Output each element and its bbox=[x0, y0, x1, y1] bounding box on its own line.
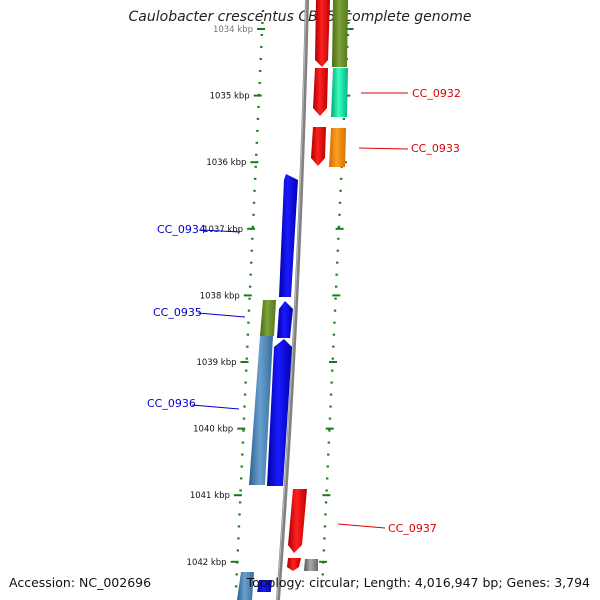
gene-cc0935-blue[interactable] bbox=[277, 301, 293, 338]
backbone-highlight bbox=[276, 0, 307, 600]
tick-label: 1039 kbp bbox=[196, 358, 236, 368]
gene-white-bottom bbox=[255, 592, 272, 600]
label-cc0932[interactable]: CC_0932 bbox=[412, 87, 461, 100]
label-cc0933[interactable]: CC_0933 bbox=[411, 142, 460, 155]
label-cc0935[interactable]: CC_0935 bbox=[153, 306, 202, 319]
forward-genes[interactable] bbox=[287, 0, 348, 571]
connector-cc0935 bbox=[197, 312, 246, 318]
gene-red-top[interactable] bbox=[315, 0, 330, 67]
guide-track-left bbox=[234, 9, 265, 591]
label-connectors bbox=[191, 92, 409, 529]
label-cc0934[interactable]: CC_0934 bbox=[157, 223, 206, 236]
gene-olive-top[interactable] bbox=[332, 0, 348, 67]
tick-label: 1037 kbp bbox=[203, 225, 243, 235]
tick-label: 1040 kbp bbox=[193, 425, 233, 435]
tick-label: 1042 kbp bbox=[187, 558, 227, 568]
kbp-scale: 1034 kbp 1035 kbp 1036 kbp 1037 kbp 1038 kbp… bbox=[187, 25, 265, 568]
tick-label: 1036 kbp bbox=[206, 158, 246, 168]
gene-gray[interactable] bbox=[304, 559, 318, 571]
tick-label: 1041 kbp bbox=[190, 491, 230, 501]
gene-cc0937[interactable] bbox=[288, 489, 307, 553]
tick-label: 1038 kbp bbox=[200, 291, 240, 301]
gene-cc0932[interactable] bbox=[313, 68, 328, 116]
label-cc0937[interactable]: CC_0937 bbox=[388, 522, 437, 535]
gene-red-small[interactable] bbox=[287, 558, 301, 571]
connector-cc0934 bbox=[200, 229, 241, 233]
gene-red-2[interactable] bbox=[311, 127, 326, 166]
reverse-genes bbox=[237, 174, 298, 600]
connector-cc0936 bbox=[191, 404, 240, 410]
tick-label: 1035 kbp bbox=[210, 92, 250, 102]
gene-cc0933[interactable] bbox=[329, 128, 346, 167]
gene-olive-left[interactable] bbox=[260, 300, 276, 336]
genome-backbone bbox=[276, 0, 309, 600]
topology-text: Topology: circular; Length: 4,016,947 bp… bbox=[246, 575, 590, 590]
tick-label: 1034 kbp bbox=[213, 25, 253, 35]
label-cc0936[interactable]: CC_0936 bbox=[147, 397, 196, 410]
map-title: Caulobacter crescentus CB15, complete ge… bbox=[128, 9, 472, 25]
gene-cc0936[interactable] bbox=[249, 336, 273, 485]
accession-text: Accession: NC_002696 bbox=[9, 575, 152, 590]
connector-cc0933 bbox=[358, 147, 409, 150]
gene-cc0936-blue[interactable] bbox=[267, 339, 292, 486]
gene-steelblue-bottom[interactable] bbox=[237, 572, 254, 600]
connector-cc0937 bbox=[337, 523, 386, 529]
gene-cc0934[interactable] bbox=[279, 174, 298, 297]
gene-green[interactable] bbox=[331, 68, 348, 117]
